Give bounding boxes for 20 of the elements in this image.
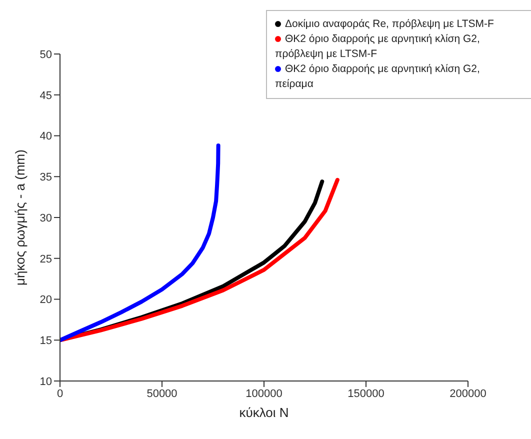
x-axis-title: κύκλοι N [239,405,289,420]
y-tick-label: 30 [40,212,52,224]
x-tick-label: 100000 [246,388,282,400]
y-tick-label: 10 [40,376,52,388]
x-tick-label: 0 [56,388,64,400]
legend-label: Δοκίμιο αναφοράς Re, πρόβλεψη με LTSM-F [285,18,494,30]
y-tick-label: 40 [40,130,52,143]
y-tick-label: 15 [40,335,52,348]
y-tick-label: 20 [40,294,52,306]
y-tick-label: 45 [40,90,52,102]
x-tick-label: 50000 [146,388,178,400]
x-tick-label: 200000 [450,388,486,400]
y-tick-label: 50 [40,48,52,61]
legend-label: ΘΚ2 όριο διαρροής με αρνητική κλίση G2, πρόβλεψη με LTSM-F [275,33,480,60]
line-series [60,144,220,342]
y-axis-title: μήκος ρωγμής - a (mm) [12,150,28,286]
x-tick-label: 150000 [348,388,384,400]
y-tick-label: 35 [40,172,52,184]
y-tick-label: 25 [40,253,52,266]
legend-label: ΘΚ2 όριο διαρροής με αρνητική κλίση G2, πείραμα [275,63,480,90]
